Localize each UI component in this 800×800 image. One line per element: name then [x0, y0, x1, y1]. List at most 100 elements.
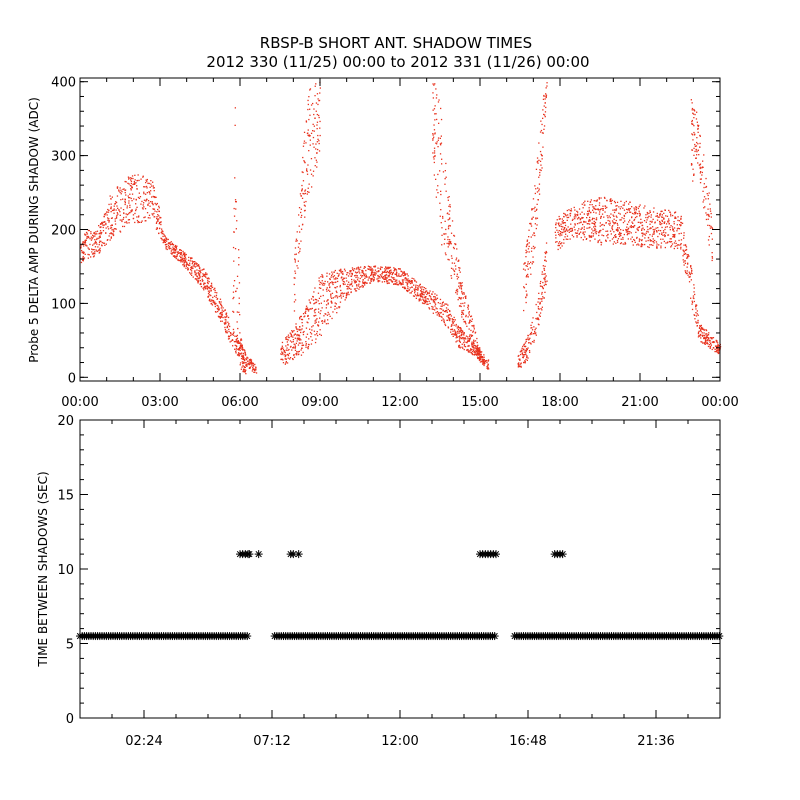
data-point [133, 182, 136, 184]
data-point [437, 185, 439, 187]
data-point [199, 267, 201, 269]
data-point [538, 176, 540, 178]
data-point [225, 322, 227, 324]
data-point [296, 352, 298, 354]
data-point [326, 314, 329, 316]
data-point [454, 243, 456, 245]
data-point [101, 221, 103, 224]
data-point [543, 278, 545, 280]
data-point [528, 251, 530, 253]
data-point [585, 238, 587, 240]
data-point [609, 200, 611, 202]
data-point [668, 218, 670, 220]
data-point [474, 332, 476, 334]
data-point [669, 226, 671, 229]
y-tick-label: 20 [57, 414, 74, 429]
data-point [371, 274, 373, 276]
data-point [315, 110, 317, 112]
data-point [641, 235, 644, 237]
data-point [195, 272, 197, 274]
data-point [644, 237, 646, 239]
data-point [440, 308, 443, 310]
data-point [416, 295, 418, 297]
data-point [80, 245, 82, 247]
data-point [545, 95, 547, 97]
data-point [214, 291, 216, 294]
data-point [559, 241, 561, 243]
data-point [628, 221, 630, 223]
data-point [200, 269, 202, 271]
data-point [363, 274, 365, 276]
data-point [610, 233, 612, 235]
data-point [286, 347, 288, 349]
data-point [535, 168, 538, 170]
data-point [190, 266, 193, 268]
data-point [453, 247, 455, 250]
data-point [638, 226, 640, 228]
data-point [251, 363, 253, 365]
data-point [134, 183, 136, 185]
data-point [631, 221, 633, 223]
data-point [301, 344, 303, 347]
data-point [330, 294, 332, 296]
data-point [98, 225, 100, 227]
data-point [198, 273, 200, 275]
data-point [339, 306, 341, 308]
data-point [358, 288, 360, 290]
data-point [472, 349, 475, 351]
data-point [372, 269, 374, 271]
data-point [321, 322, 324, 324]
data-point [304, 162, 306, 164]
data-point [441, 319, 443, 322]
data-point [667, 234, 669, 236]
data-point [391, 281, 393, 283]
data-point [203, 282, 205, 284]
data-point [315, 319, 317, 321]
data-point [315, 301, 317, 304]
data-point [194, 266, 196, 268]
data-point [304, 315, 306, 317]
data-point [82, 252, 85, 255]
data-point [440, 118, 443, 121]
data-point [468, 340, 470, 342]
data-point [286, 336, 288, 338]
data-point [527, 347, 529, 349]
y-tick-label: 15 [57, 489, 74, 504]
data-point [455, 337, 457, 339]
data-point [459, 327, 462, 329]
data-point [355, 272, 358, 274]
data-point [448, 241, 450, 243]
data-point [320, 310, 322, 312]
data-point [634, 211, 636, 213]
data-point [393, 277, 395, 279]
data-point [362, 282, 365, 284]
data-point [693, 173, 695, 175]
data-point [521, 350, 523, 352]
data-point [155, 228, 158, 230]
data-point [326, 275, 328, 277]
data-point [600, 244, 602, 246]
data-point [286, 338, 288, 341]
data-point [630, 226, 632, 229]
data-point [425, 301, 427, 303]
data-point [571, 234, 573, 236]
data-point [651, 220, 653, 222]
data-point [133, 181, 135, 183]
data-point [540, 280, 542, 283]
data-point [98, 249, 100, 251]
data-point [613, 236, 615, 239]
data-point [290, 335, 292, 338]
data-point [575, 232, 578, 234]
data-point [180, 259, 182, 261]
data-point [428, 292, 430, 295]
data-point [236, 338, 238, 340]
data-point [694, 318, 696, 320]
data-point [120, 189, 122, 191]
data-point [578, 228, 580, 230]
data-point [163, 233, 165, 236]
data-point [238, 342, 241, 344]
data-point [434, 105, 436, 107]
data-point [128, 178, 130, 180]
data-point [601, 208, 603, 210]
data-point [523, 286, 525, 288]
